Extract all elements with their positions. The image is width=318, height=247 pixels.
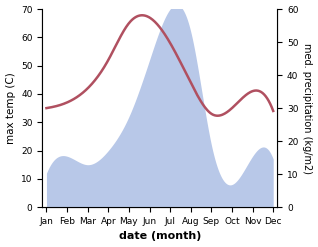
X-axis label: date (month): date (month)	[119, 231, 201, 242]
Y-axis label: max temp (C): max temp (C)	[5, 72, 16, 144]
Y-axis label: med. precipitation (kg/m2): med. precipitation (kg/m2)	[302, 43, 313, 174]
